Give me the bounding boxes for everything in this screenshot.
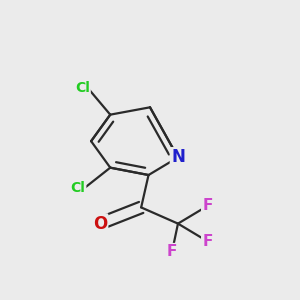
Text: F: F <box>202 198 213 213</box>
Text: N: N <box>171 148 185 166</box>
Text: Cl: Cl <box>70 181 85 195</box>
Text: F: F <box>202 234 213 249</box>
Text: O: O <box>93 214 107 232</box>
Text: Cl: Cl <box>75 81 90 95</box>
Text: F: F <box>167 244 177 259</box>
